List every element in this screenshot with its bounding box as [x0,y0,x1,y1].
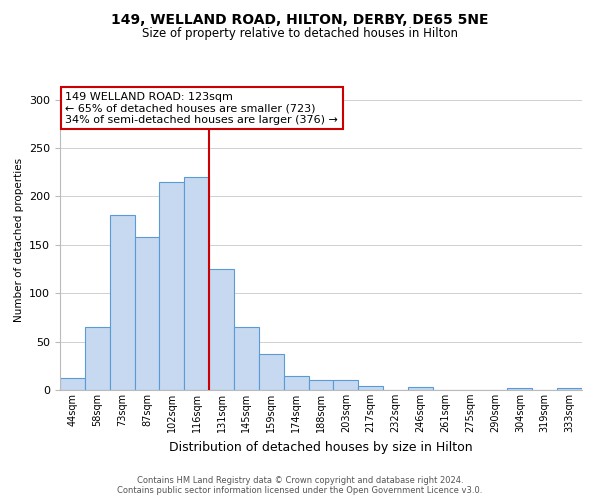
Bar [60,378,85,390]
Bar [209,269,234,390]
Bar [334,380,358,390]
Bar [557,388,582,390]
Text: 149, WELLAND ROAD, HILTON, DERBY, DE65 5NE: 149, WELLAND ROAD, HILTON, DERBY, DE65 5… [111,12,489,26]
Bar [408,387,433,390]
Bar [184,177,209,390]
Bar [358,386,383,390]
Bar [308,380,334,390]
Bar [134,237,160,390]
Text: Contains HM Land Registry data © Crown copyright and database right 2024.: Contains HM Land Registry data © Crown c… [137,476,463,485]
Y-axis label: Number of detached properties: Number of detached properties [14,158,23,322]
Bar [234,327,259,390]
Bar [85,327,110,390]
Bar [259,354,284,390]
Bar [110,215,134,390]
Bar [508,388,532,390]
X-axis label: Distribution of detached houses by size in Hilton: Distribution of detached houses by size … [169,440,473,454]
Text: 149 WELLAND ROAD: 123sqm
← 65% of detached houses are smaller (723)
34% of semi-: 149 WELLAND ROAD: 123sqm ← 65% of detach… [65,92,338,124]
Bar [160,182,184,390]
Text: Size of property relative to detached houses in Hilton: Size of property relative to detached ho… [142,28,458,40]
Bar [284,376,308,390]
Text: Contains public sector information licensed under the Open Government Licence v3: Contains public sector information licen… [118,486,482,495]
